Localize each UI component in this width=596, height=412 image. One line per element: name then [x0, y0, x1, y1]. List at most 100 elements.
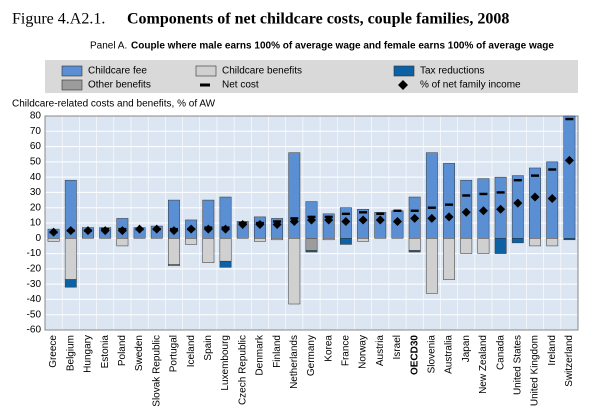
bar-segment — [546, 238, 559, 247]
x-tick-label: Sweden — [134, 335, 145, 371]
chart-title: Components of net childcare costs, coupl… — [127, 11, 509, 28]
bar-segment — [563, 238, 576, 241]
legend-label: Childcare fee — [88, 66, 147, 77]
x-tick-label: Denmark — [255, 334, 266, 376]
y-tick-label: 10 — [30, 218, 42, 229]
net-cost-marker — [445, 203, 454, 206]
x-tick-label: Estonia — [100, 335, 111, 369]
x-tick-label: Spain — [203, 335, 214, 361]
bar-segment — [563, 115, 576, 239]
x-tick-label: New Zealand — [478, 335, 489, 394]
y-tick-label: -40 — [27, 294, 42, 305]
y-tick-label: 80 — [30, 111, 42, 122]
net-cost-marker — [341, 212, 350, 216]
legend-swatch — [61, 79, 83, 91]
y-tick-label: 60 — [30, 141, 42, 152]
bar-segment — [168, 238, 180, 265]
bar-segment — [305, 238, 318, 251]
y-tick-label: 70 — [30, 126, 42, 137]
bar-segment — [529, 167, 541, 239]
bar-segment — [408, 250, 421, 253]
income-share-marker — [238, 220, 248, 230]
bar-segment — [219, 238, 232, 262]
bar-segment — [460, 238, 473, 254]
y-axis-title: Childcare-related costs and benefits, % … — [12, 99, 216, 110]
plot-border — [44, 115, 579, 331]
y-tick-label: -20 — [27, 263, 42, 274]
y-tick-label: 30 — [30, 187, 42, 198]
y-tick-label: 0 — [35, 233, 41, 244]
net-cost-marker — [513, 179, 522, 182]
x-tick-label: OECD30 — [409, 335, 420, 375]
bar-segment — [477, 238, 490, 254]
income-share-marker — [289, 216, 299, 226]
income-share-marker — [530, 192, 540, 202]
legend-label: Childcare benefits — [222, 66, 302, 77]
x-tick-label: Finland — [272, 335, 283, 368]
x-tick-label: Japan — [461, 335, 472, 362]
income-share-marker — [49, 227, 59, 237]
bar-segment — [374, 212, 387, 239]
net-cost-marker — [376, 212, 385, 216]
x-tick-label: Israel — [392, 335, 403, 359]
bar-segment — [185, 238, 198, 245]
income-share-marker — [66, 226, 76, 236]
y-tick-label: 20 — [30, 202, 42, 213]
income-share-marker — [496, 204, 506, 214]
x-tick-label: Netherlands — [289, 335, 300, 389]
x-tick-label: Iceland — [186, 335, 197, 367]
legend-label: Tax reductions — [420, 66, 484, 77]
net-cost-marker — [462, 194, 471, 197]
net-cost-marker — [410, 209, 419, 212]
income-share-marker — [427, 213, 437, 223]
x-tick-label: Norway — [358, 335, 369, 369]
income-share-marker — [392, 216, 402, 226]
legend-swatch — [398, 80, 408, 90]
bar-segment — [253, 238, 266, 242]
income-share-marker — [186, 224, 196, 234]
legend-label: Other benefits — [88, 80, 151, 91]
x-tick-label: Poland — [117, 335, 128, 366]
x-tick-label: Ireland — [547, 335, 558, 366]
bar-segment — [529, 238, 541, 247]
bar-segment — [425, 238, 438, 294]
income-share-marker — [169, 226, 179, 236]
net-cost-marker — [427, 206, 436, 209]
net-cost-marker — [479, 192, 488, 196]
bar-segment — [494, 238, 507, 254]
x-tick-label: Canada — [495, 335, 506, 370]
income-share-marker — [478, 206, 488, 216]
bar-segment — [64, 238, 77, 280]
panel-label: Panel A. — [90, 41, 127, 52]
x-tick-label: Belgium — [65, 335, 76, 371]
bar-segment — [425, 152, 438, 239]
bar-segment — [322, 238, 335, 241]
legend-swatch — [61, 65, 83, 77]
bar-segment — [305, 250, 318, 253]
x-tick-label: Korea — [323, 335, 334, 362]
x-tick-label: Austria — [375, 335, 386, 367]
net-cost-marker — [496, 191, 505, 194]
bar-segment — [271, 238, 284, 241]
income-share-marker — [117, 226, 127, 236]
income-share-marker — [255, 220, 265, 230]
income-share-marker — [564, 155, 574, 165]
income-share-marker — [513, 198, 523, 208]
net-cost-marker — [531, 174, 540, 177]
x-tick-label: Germany — [306, 335, 317, 376]
income-share-marker — [547, 194, 557, 204]
x-tick-label: Greece — [48, 335, 59, 368]
x-tick-label: Portugal — [169, 335, 180, 372]
legend-box — [45, 60, 578, 93]
income-share-marker — [221, 224, 231, 234]
income-share-marker — [307, 215, 316, 225]
income-share-marker — [358, 215, 368, 225]
bar-segment — [443, 163, 455, 239]
legend-label: Net cost — [222, 80, 259, 91]
legend-swatch — [200, 83, 210, 87]
bar-segment — [47, 238, 60, 242]
income-share-marker — [410, 213, 420, 223]
y-tick-label: -60 — [27, 325, 42, 336]
net-cost-marker — [565, 117, 574, 121]
